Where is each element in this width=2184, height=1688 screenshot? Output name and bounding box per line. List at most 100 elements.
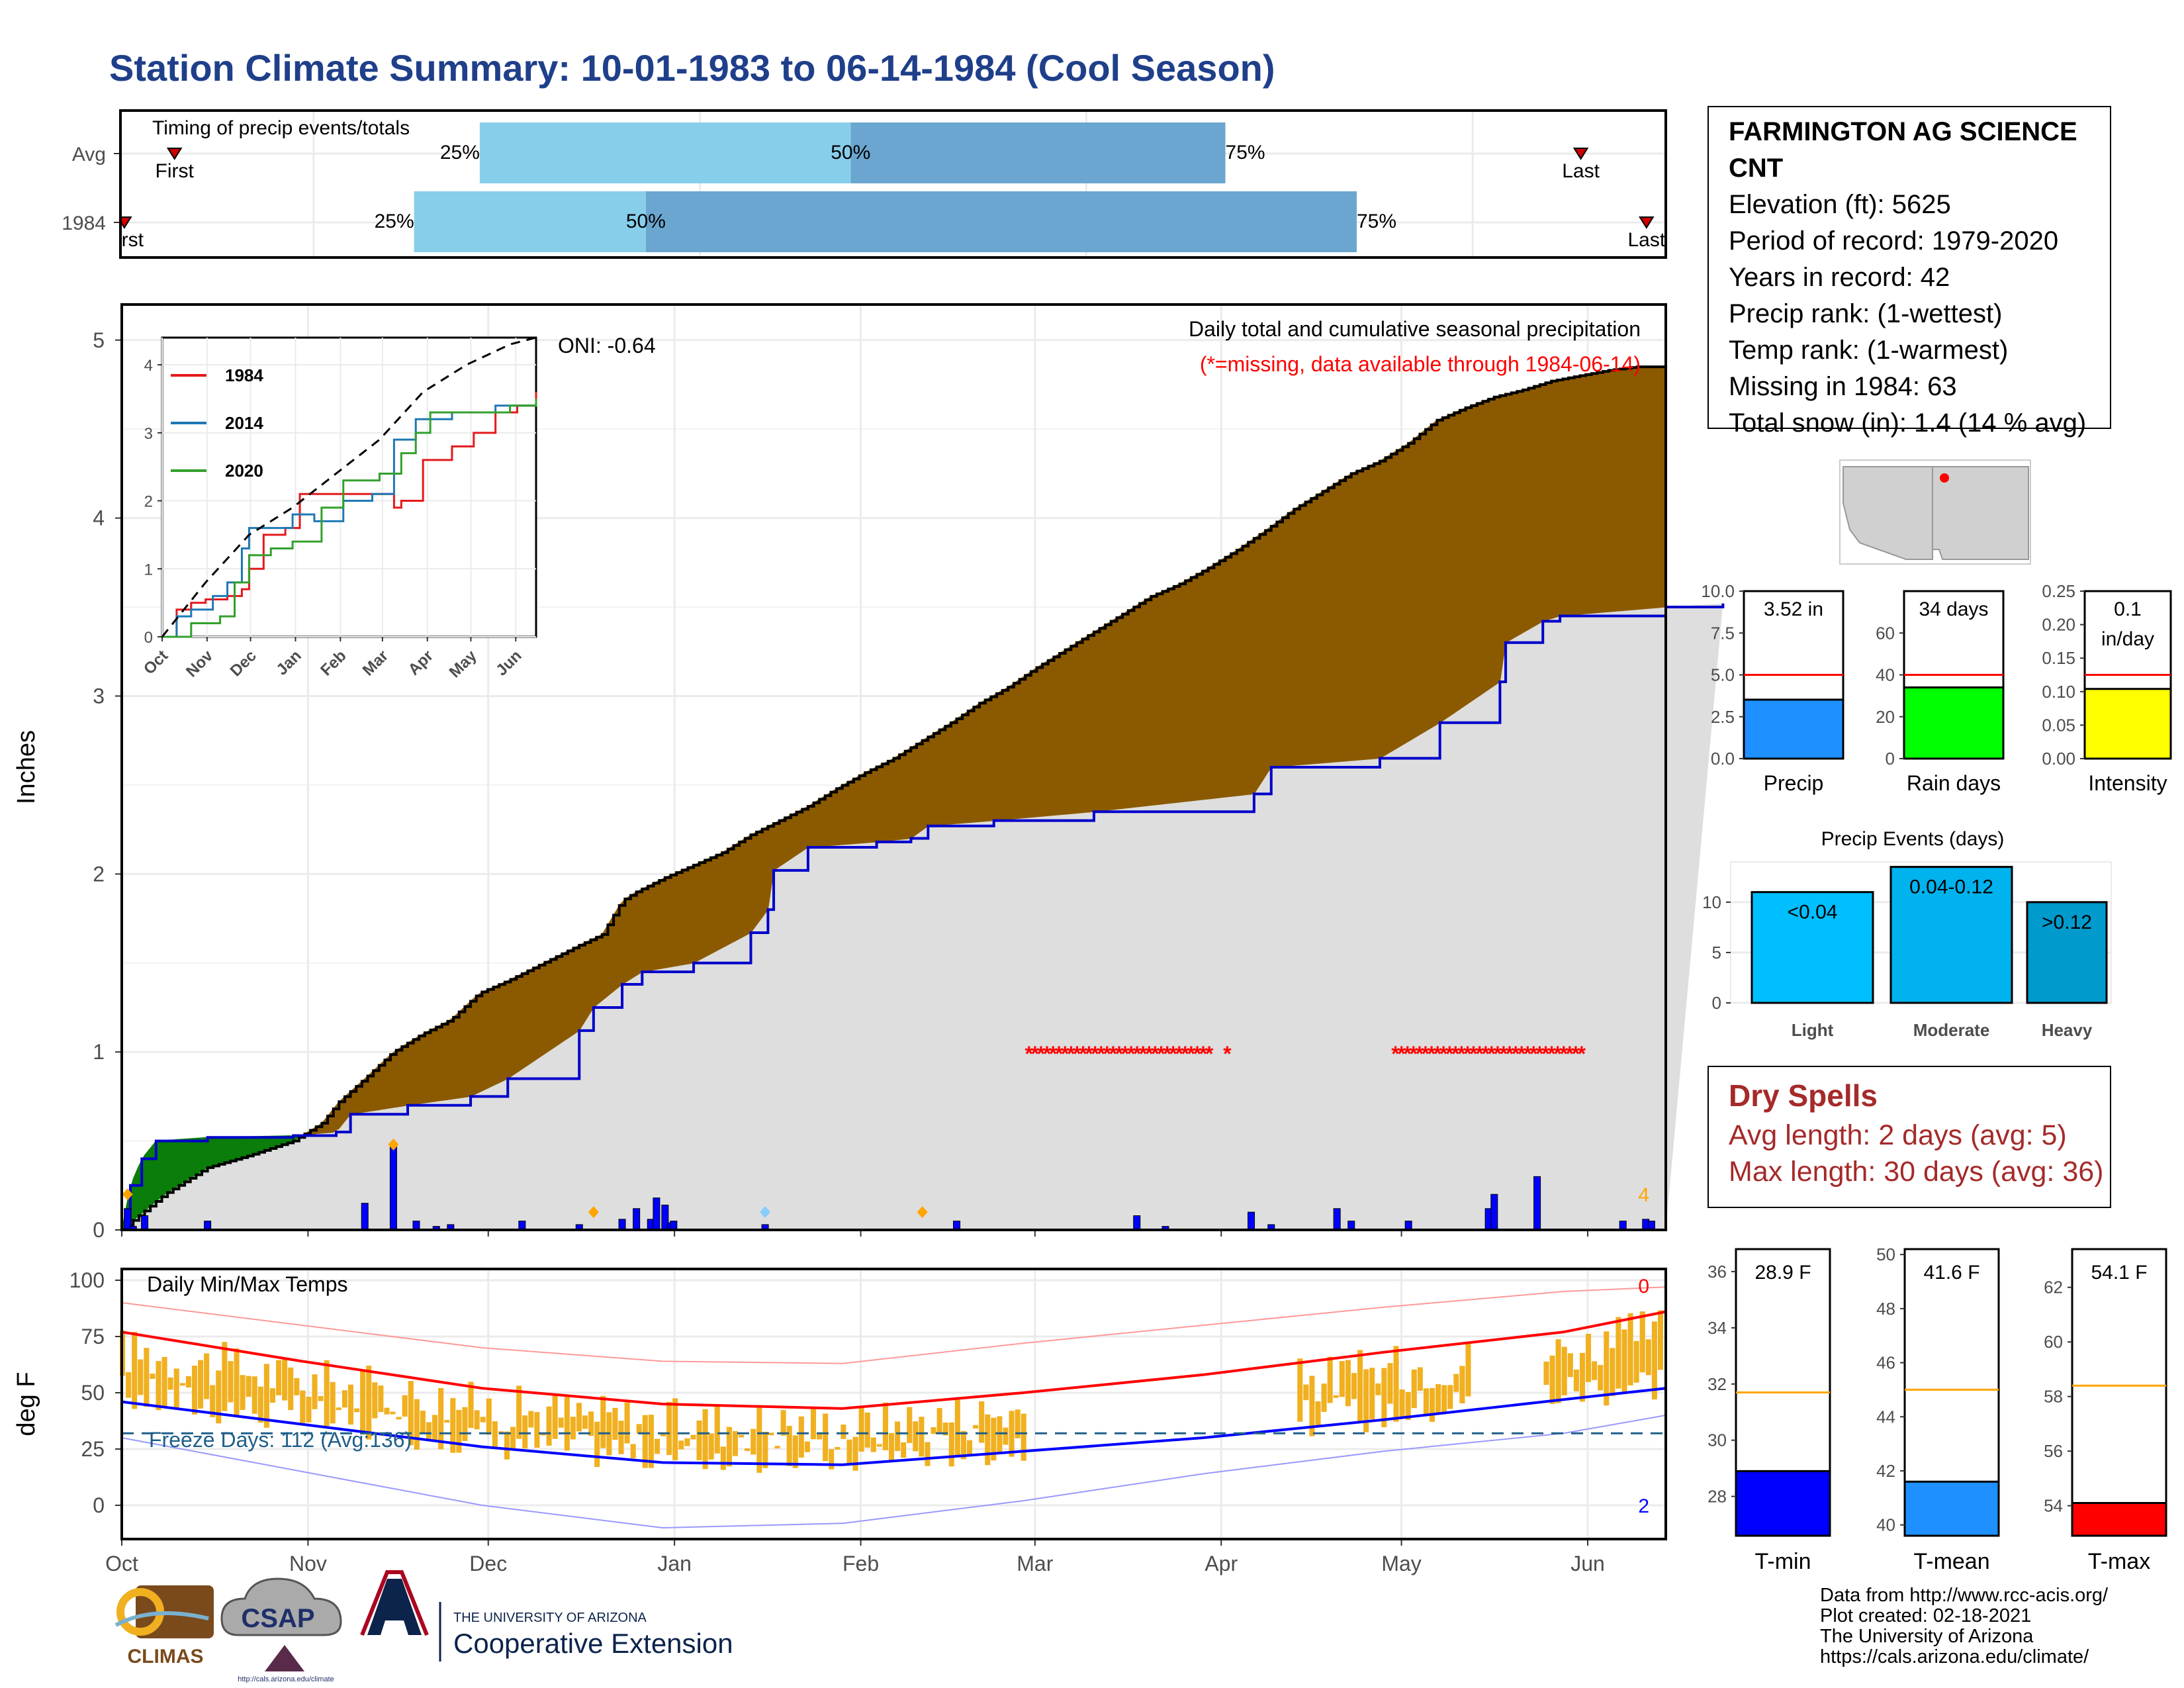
events-category-label: Moderate <box>1913 1020 1990 1040</box>
events-bar <box>1751 891 1874 1004</box>
daily-temp-bar <box>936 1408 942 1434</box>
daily-temp-bar <box>751 1429 756 1455</box>
dry-spells-title: Dry Spells <box>1729 1078 1878 1113</box>
daily-temp-bar <box>294 1378 300 1395</box>
temp-summary-y-tick-label: 56 <box>2044 1441 2063 1461</box>
daily-temp-bar <box>654 1438 660 1454</box>
daily-precip-bar <box>412 1221 420 1231</box>
snow-marker <box>760 1206 771 1219</box>
temp-summary-bar <box>2071 1502 2167 1537</box>
temp-y-tick-label: 75 <box>81 1325 105 1348</box>
timing-p25-label: 25% <box>375 211 414 232</box>
daily-temp-bar <box>246 1376 251 1397</box>
missing-data-marker: * <box>1481 1042 1490 1066</box>
footer-data-source: Data from http://www.rcc-acis.org/ <box>1820 1585 2109 1606</box>
daily-temp-bar <box>1297 1358 1303 1422</box>
daily-temp-bar <box>210 1385 216 1417</box>
daily-temp-bar <box>1657 1310 1663 1370</box>
precip-title: Daily total and cumulative seasonal prec… <box>1189 317 1641 341</box>
daily-temp-bar <box>997 1416 1003 1454</box>
dry-spells-box: Dry Spells Avg length: 2 days (avg: 5) M… <box>1707 1066 2111 1208</box>
temp-x-tick-label: Mar <box>1017 1552 1053 1575</box>
temp-summary-y-tick-label: 46 <box>1876 1353 1895 1373</box>
missing-data-marker: * <box>1085 1042 1093 1066</box>
daily-temp-bar <box>288 1367 294 1411</box>
daily-temp-bar <box>318 1395 324 1401</box>
daily-temp-bar <box>432 1415 438 1442</box>
station-location-dot <box>1940 473 1949 483</box>
daily-temp-bar <box>1429 1387 1435 1422</box>
snow-marker <box>122 1188 133 1201</box>
normal-cumulative-area <box>122 603 1723 1230</box>
daily-temp-bar <box>1375 1383 1381 1395</box>
record-tmin-line <box>121 1415 1666 1529</box>
daily-temp-bar <box>240 1375 246 1410</box>
daily-temp-bar <box>841 1425 846 1439</box>
summary-y-tick-label: 20 <box>1876 707 1895 727</box>
daily-temp-bar <box>1441 1385 1447 1413</box>
missing-data-marker: * <box>1433 1042 1442 1066</box>
daily-temp-bar <box>1369 1368 1375 1419</box>
daily-temp-bar <box>798 1416 804 1458</box>
daily-temp-bar <box>462 1407 468 1441</box>
daily-temp-bar <box>156 1361 161 1411</box>
daily-temp-bar <box>1633 1340 1639 1383</box>
timing-p25-label: 25% <box>440 142 480 164</box>
daily-precip-bar <box>1333 1208 1341 1231</box>
daily-temp-bar <box>504 1431 510 1460</box>
events-category-label: Heavy <box>2042 1020 2093 1040</box>
daily-temp-bar <box>588 1411 594 1436</box>
temp-summary-y-tick-label: 50 <box>1876 1244 1895 1264</box>
missing-data-marker: * <box>1115 1042 1124 1066</box>
temp-summary-value: 28.9 F <box>1754 1262 1811 1284</box>
csap-url-text: http://cals.arizona.edu/climate <box>238 1675 334 1683</box>
daily-precip-bar <box>1404 1221 1412 1231</box>
daily-temp-bar <box>492 1421 498 1447</box>
csap-logo-text: CSAP <box>241 1604 314 1633</box>
missing-data-marker: * <box>1025 1042 1034 1066</box>
inset-legend-label: 2014 <box>225 413 263 433</box>
daily-temp-bar <box>642 1415 648 1468</box>
missing-data-marker: * <box>1416 1042 1424 1066</box>
daily-temp-bar <box>630 1444 636 1458</box>
first-event-marker <box>166 148 183 160</box>
summary-y-tick-label: 2.5 <box>1711 707 1735 727</box>
daily-temp-bar <box>222 1342 228 1411</box>
daily-temp-bar <box>257 1386 263 1423</box>
timing-p75-label: 75% <box>1357 211 1396 232</box>
station-elevation: Elevation (ft): 5625 <box>1729 190 1951 219</box>
temp-summary-label: T-max <box>2088 1549 2150 1574</box>
missing-data-marker: * <box>1445 1042 1454 1066</box>
precip-y-tick-label: 3 <box>93 684 105 708</box>
footer-url: https://cals.arizona.edu/climate/ <box>1820 1646 2089 1667</box>
precip-y-axis-label: Inches <box>13 730 40 804</box>
daily-temp-bar <box>1627 1313 1633 1385</box>
precip-chart: ******************************* * ********… <box>13 303 1725 1242</box>
timing-bar-q1 <box>479 122 851 183</box>
daily-temp-bar <box>846 1439 852 1464</box>
daily-temp-bar <box>774 1446 780 1449</box>
timing-row-label: 1984 <box>62 212 106 234</box>
daily-temp-bar <box>1592 1361 1598 1380</box>
daily-temp-bar <box>1645 1339 1651 1376</box>
daily-temp-bar <box>552 1395 558 1439</box>
daily-temp-bar <box>931 1427 936 1434</box>
summary-value-label: 34 days <box>1919 598 1988 620</box>
ua-name-text: THE UNIVERSITY OF ARIZONA <box>453 1611 647 1625</box>
daily-temp-bar <box>732 1430 739 1456</box>
ua-extension-text: Cooperative Extension <box>453 1628 733 1659</box>
daily-temp-bar <box>570 1417 576 1440</box>
daily-temp-bar <box>979 1401 985 1443</box>
daily-temp-bar <box>696 1420 702 1460</box>
temp-y-tick-label: 100 <box>69 1268 105 1292</box>
timing-p50-label: 50% <box>626 211 666 232</box>
temp-x-tick-label: Apr <box>1205 1552 1238 1575</box>
temp-summary-charts: 28.9 F 28 30 32 34 36 T-min 41.6 F 40 42 44 46 48 50 T… <box>1707 1244 2167 1574</box>
footer-credits: Data from http://www.rcc-acis.org/ Plot … <box>1820 1585 2108 1667</box>
climas-logo-text: CLIMAS <box>128 1646 204 1667</box>
temp-summary-y-tick-label: 32 <box>1707 1374 1727 1394</box>
temp-summary-y-tick-label: 40 <box>1876 1515 1895 1535</box>
daily-temp-bar <box>1555 1339 1561 1403</box>
daily-temp-bar <box>438 1387 444 1450</box>
